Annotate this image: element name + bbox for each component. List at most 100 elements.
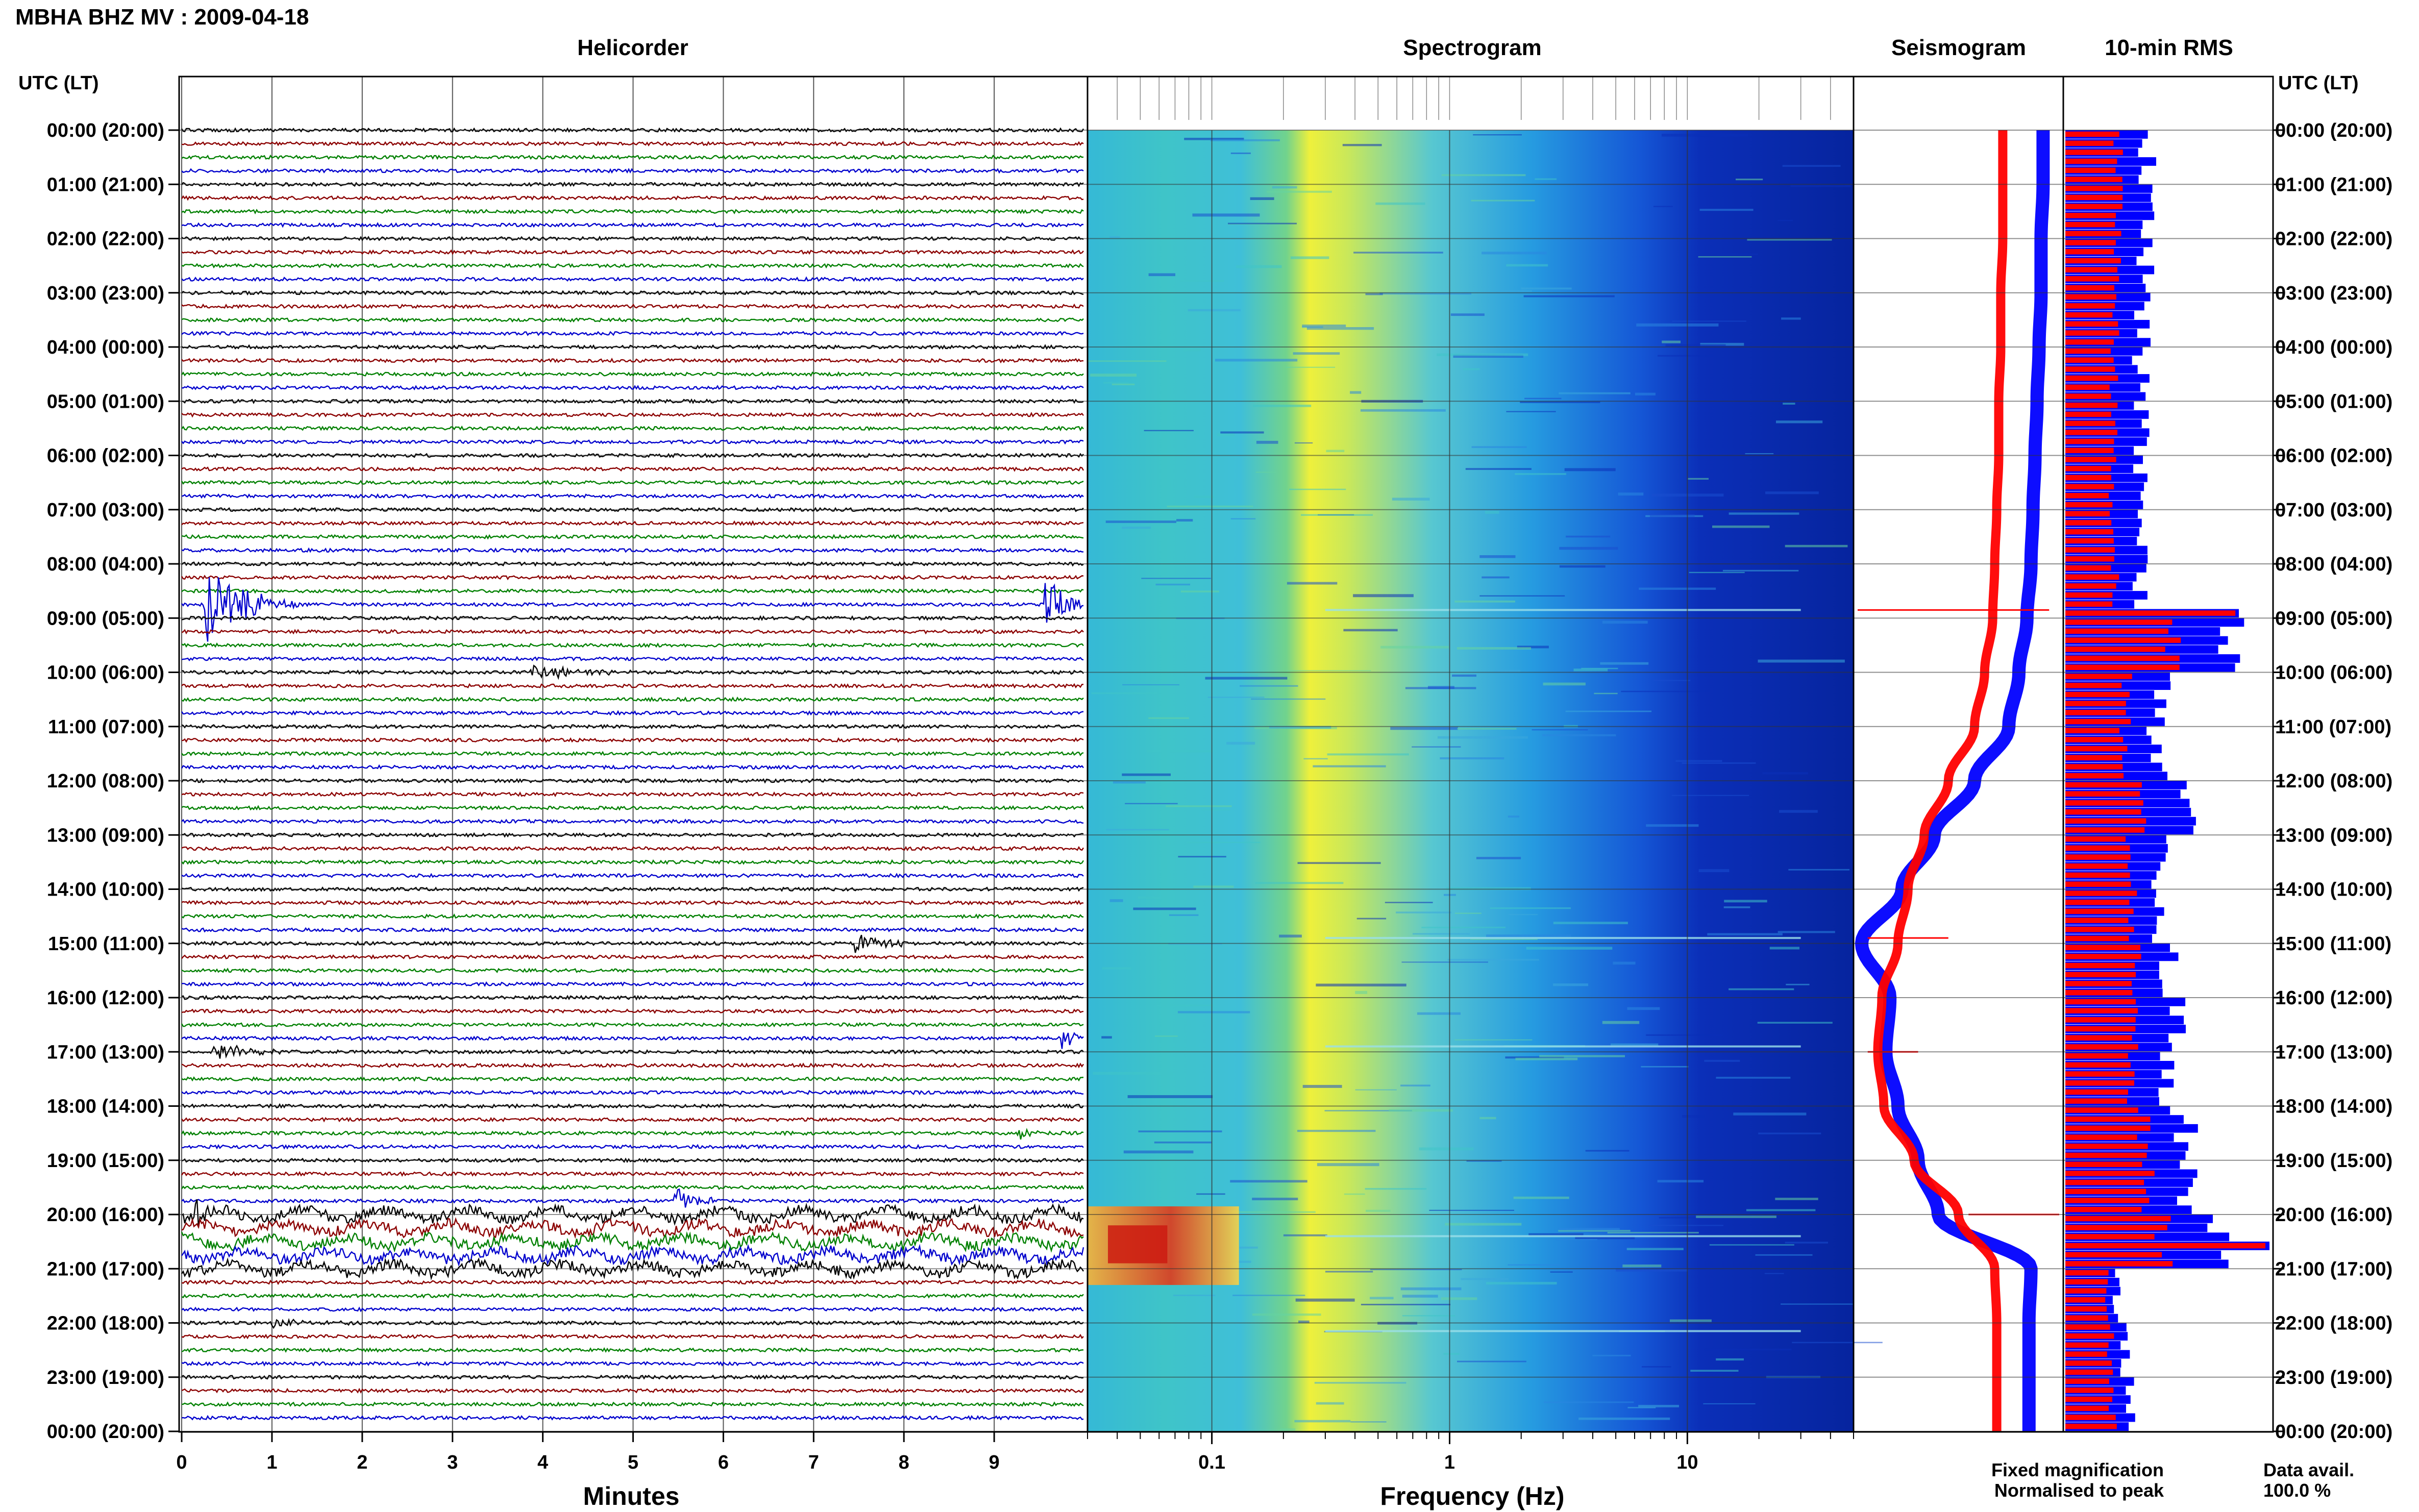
rms-bar-normalised (2065, 962, 2135, 969)
rms-bar-normalised (2065, 194, 2123, 201)
rms-bar-normalised (2065, 547, 2115, 553)
helicorder-trace (181, 588, 1084, 594)
spectrogram-streak (1471, 200, 1535, 202)
spectrogram-peak-energy (1108, 1225, 1168, 1263)
spectrogram-streak (1781, 317, 1801, 320)
spectrogram-streak (1302, 1085, 1342, 1088)
hour-label-left: 10:00 (06:00) (47, 662, 164, 684)
helicorder-trace (181, 1117, 1084, 1123)
helicorder-trace (182, 1144, 1084, 1150)
helicorder-trace (181, 411, 1084, 418)
spectrogram-streak (1255, 472, 1276, 473)
spectrogram-streak (1295, 1298, 1355, 1302)
rms-bar-normalised (2065, 583, 2116, 589)
hour-label-right: 20:00 (16:00) (2275, 1204, 2392, 1226)
spectrogram-streak (1146, 750, 1213, 753)
rms-bar-normalised (2065, 150, 2123, 155)
spectrogram-streak (1355, 1089, 1397, 1090)
spectrogram-streak (1366, 1209, 1391, 1212)
spectrogram-streak (1542, 734, 1616, 736)
spectrogram-streak (1662, 340, 1681, 343)
rms-bar-normalised (2065, 1243, 2265, 1249)
rms-bar-normalised (2065, 140, 2114, 146)
helicorder-trace (181, 262, 1084, 269)
rms-bar-normalised (2065, 1297, 2106, 1303)
hour-label-right: 03:00 (23:00) (2275, 283, 2392, 304)
spectrogram-streak (1188, 309, 1241, 312)
spectrogram-streak (1790, 185, 1851, 187)
spectrogram-streak (1342, 144, 1382, 146)
rms-bar-normalised (2065, 384, 2110, 390)
spectrogram-streak (1696, 1216, 1776, 1218)
spectrogram-streak (1482, 252, 1547, 255)
rms-bar-normalised (2065, 972, 2136, 978)
rms-bar-normalised (2065, 511, 2110, 516)
spectrogram-streak (1294, 442, 1313, 444)
rms-bar-normalised (2065, 1225, 2167, 1230)
hour-label-left: 12:00 (08:00) (47, 771, 164, 792)
helicorder-trace (181, 683, 1084, 689)
spectrogram-streak (1192, 675, 1258, 676)
spectrogram-streak (1745, 453, 1774, 455)
spectrogram-streak (1297, 862, 1381, 864)
rms-bar-normalised (2065, 375, 2118, 381)
spectrogram-streak (1269, 726, 1331, 729)
spectrogram-streak (1239, 1246, 1258, 1249)
helicorder-trace (181, 534, 1084, 540)
rms-bar-normalised (2065, 655, 2180, 661)
helicorder-trace (181, 1360, 1084, 1367)
spectrogram-streak (1217, 433, 1235, 436)
hour-label-left: 08:00 (04:00) (47, 554, 164, 575)
minutes-axis-title: Minutes (583, 1482, 680, 1510)
rms-bar-normalised (2065, 393, 2111, 399)
spectrogram-streak (1585, 1150, 1630, 1152)
spectrogram-streak (1690, 1370, 1739, 1372)
helicorder-trace (181, 1032, 1084, 1049)
rms-bar-normalised (2065, 1333, 2114, 1339)
spectrogram-streak (1454, 600, 1515, 603)
rms-bar-normalised (2065, 908, 2134, 914)
spectrogram-streak (1316, 1402, 1344, 1405)
helicorder-trace (181, 656, 1084, 662)
hour-label-right: 18:00 (14:00) (2275, 1096, 2392, 1118)
spectrogram-streak (1251, 698, 1326, 700)
spectrogram-streak (1642, 1366, 1671, 1368)
hour-label-right: 22:00 (18:00) (2275, 1313, 2392, 1334)
spectrogram-streak (1452, 674, 1476, 677)
helicorder-trace (181, 927, 1084, 933)
helicorder-trace (181, 859, 1084, 865)
spectrogram-streak (1440, 757, 1504, 760)
hour-label-right: 08:00 (04:00) (2275, 554, 2392, 575)
spectrogram-streak (1255, 882, 1344, 884)
hour-label-right: 14:00 (10:00) (2275, 879, 2392, 901)
rms-bar-normalised (2065, 1116, 2151, 1122)
spectrogram-streak (1326, 450, 1345, 453)
spectrogram-streak (1699, 209, 1754, 211)
helicorder-trace (181, 642, 1084, 649)
spectrogram-streak (1141, 578, 1211, 579)
rms-bar-normalised (2065, 1306, 2107, 1312)
spectrogram-streak (1457, 1360, 1526, 1362)
spectrogram-streak (1461, 1278, 1509, 1280)
rms-bar-normalised (2065, 1053, 2128, 1059)
spectrogram-streak (1454, 912, 1482, 914)
helicorder-trace (181, 1217, 1084, 1239)
spectrogram-streak (1769, 947, 1799, 950)
legend-normalised-to-peak: Normalised to peak (1994, 1480, 2164, 1501)
rms-bar-normalised (2065, 782, 2142, 788)
spectrogram-streak (1453, 355, 1523, 358)
spectrogram-streak (1144, 430, 1194, 431)
rms-bar-normalised (2065, 1089, 2128, 1095)
rms-bar-normalised (2065, 430, 2117, 435)
rms-bar-normalised (2065, 520, 2112, 526)
rms-bar-normalised (2065, 818, 2146, 824)
rms-bar-normalised (2065, 1315, 2108, 1321)
helicorder-trace (181, 1062, 1084, 1069)
spectrogram-streak (1289, 488, 1346, 490)
spectrogram-streak (1445, 1223, 1522, 1226)
rms-bar-normalised (2065, 981, 2132, 986)
helicorder-trace (181, 1199, 1084, 1228)
spectrogram-streak (1521, 287, 1572, 290)
spectrogram-streak (1109, 236, 1120, 238)
